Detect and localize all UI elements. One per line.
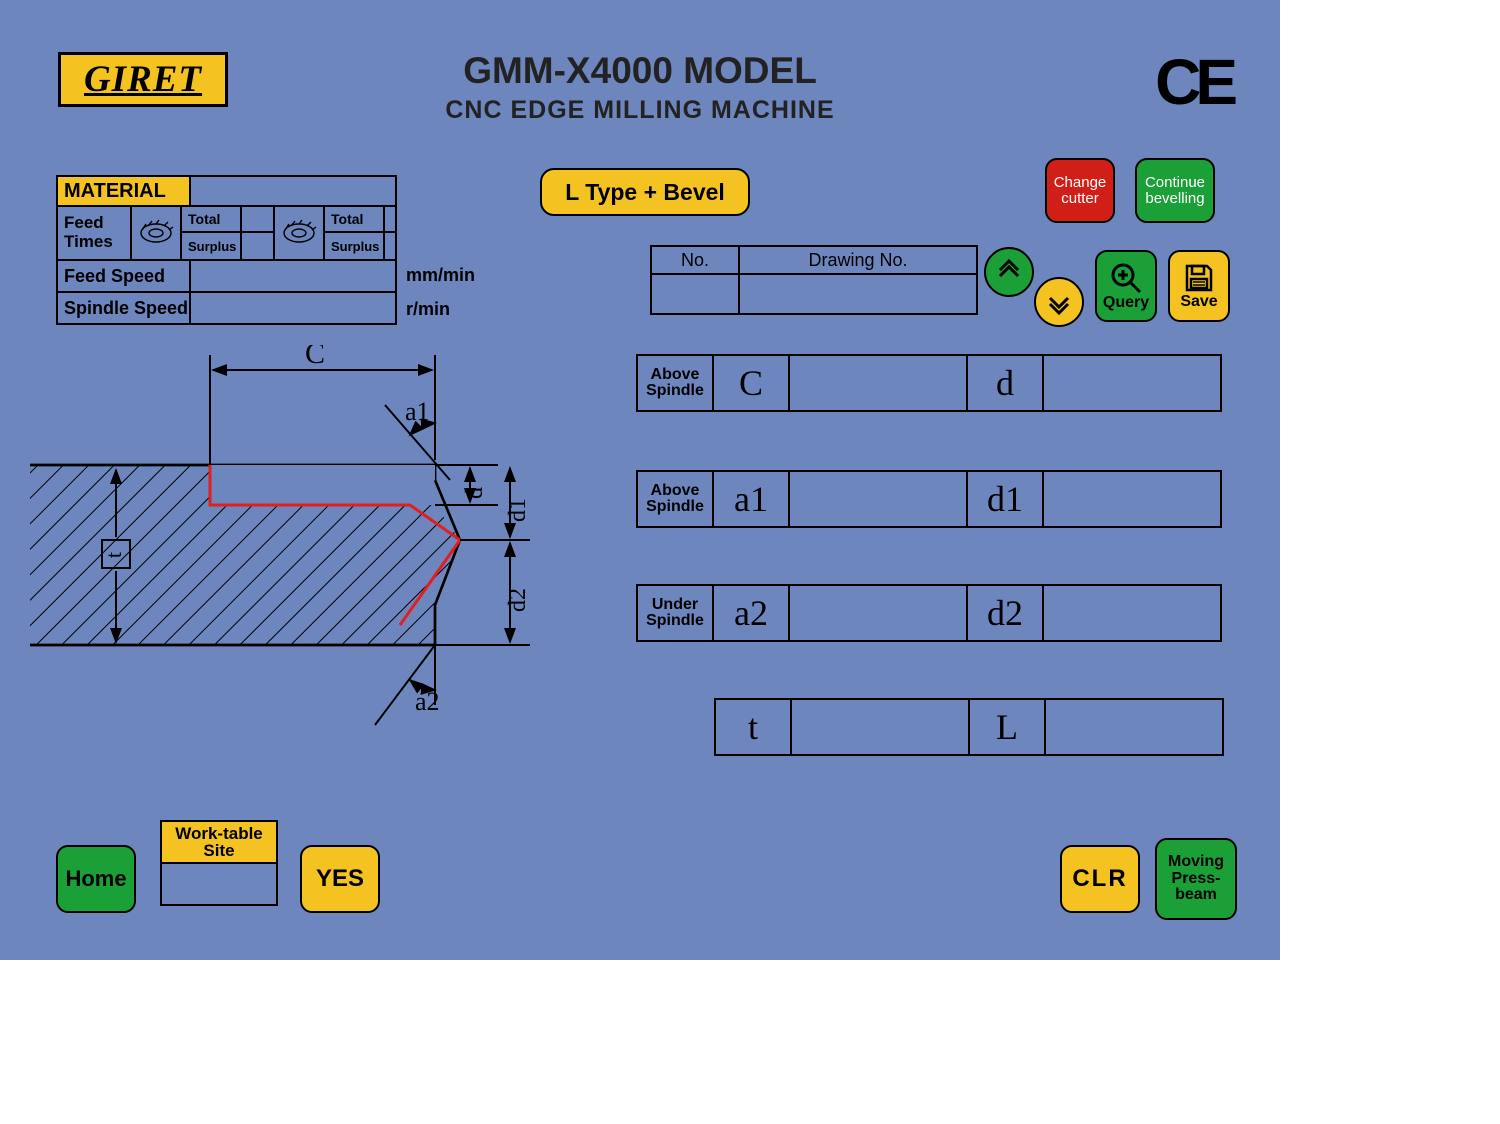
param-C-value[interactable] xyxy=(788,354,968,412)
model-title: GMM-X4000 MODEL xyxy=(370,50,910,92)
param-row-2-label: Under Spindle xyxy=(636,584,714,642)
param-d-value[interactable] xyxy=(1042,354,1222,412)
save-label: Save xyxy=(1180,294,1217,311)
param-L-label: L xyxy=(968,698,1046,756)
clr-button[interactable]: CLR xyxy=(1060,845,1140,913)
mode-indicator[interactable]: L Type + Bevel xyxy=(540,168,750,216)
param-d1-label: d1 xyxy=(966,470,1044,528)
spindle-speed-unit: r/min xyxy=(406,299,450,320)
feed-speed-unit: mm/min xyxy=(406,265,475,286)
svg-text:C: C xyxy=(305,345,325,370)
no-header: No. xyxy=(650,245,740,275)
svg-text:d1: d1 xyxy=(505,498,531,522)
bevel-diagram: C a1 t d d1 d xyxy=(30,345,550,765)
total-label-1: Total xyxy=(180,205,242,233)
change-cutter-button[interactable]: Change cutter xyxy=(1045,158,1115,223)
cutter-icon-1 xyxy=(130,205,182,261)
param-a2-label: a2 xyxy=(712,584,790,642)
query-label: Query xyxy=(1103,295,1149,312)
param-t-label: t xyxy=(714,698,792,756)
work-table-site-group: Work-table Site xyxy=(160,820,278,906)
material-header-blank xyxy=(189,175,397,207)
feed-speed-value[interactable] xyxy=(189,259,397,293)
svg-text:t: t xyxy=(101,552,126,558)
home-button[interactable]: Home xyxy=(56,845,136,913)
total-value-2 xyxy=(383,205,397,233)
query-button[interactable]: Query xyxy=(1095,250,1157,322)
save-button[interactable]: Save xyxy=(1168,250,1230,322)
scroll-down-button[interactable] xyxy=(1034,277,1084,327)
param-C-label: C xyxy=(712,354,790,412)
feed-speed-label: Feed Speed xyxy=(56,259,191,293)
cutter-icon-2 xyxy=(273,205,325,261)
param-d1-value[interactable] xyxy=(1042,470,1222,528)
param-d2-label: d2 xyxy=(966,584,1044,642)
surplus-value-2 xyxy=(383,231,397,261)
param-a1-label: a1 xyxy=(712,470,790,528)
chevron-up-icon xyxy=(995,258,1023,286)
spindle-speed-value[interactable] xyxy=(189,291,397,325)
magnify-plus-icon xyxy=(1109,261,1143,295)
param-d2-value[interactable] xyxy=(1042,584,1222,642)
yes-button[interactable]: YES xyxy=(300,845,380,913)
moving-press-beam-button[interactable]: Moving Press- beam xyxy=(1155,838,1237,920)
param-a1-value[interactable] xyxy=(788,470,968,528)
brand-logo: GIRET xyxy=(58,52,228,107)
svg-text:a1: a1 xyxy=(405,397,430,426)
total-value-1 xyxy=(240,205,275,233)
drawing-no-value[interactable] xyxy=(738,273,978,315)
feed-times-label: Feed Times xyxy=(56,205,132,261)
param-row-0-label: Above Spindle xyxy=(636,354,714,412)
total-label-2: Total xyxy=(323,205,385,233)
param-d-label: d xyxy=(966,354,1044,412)
spindle-speed-label: Spindle Speed xyxy=(56,291,191,325)
svg-text:d: d xyxy=(462,487,488,499)
surplus-label-2: Surplus xyxy=(323,231,385,261)
ce-mark: CE xyxy=(1155,45,1232,119)
surplus-value-1 xyxy=(240,231,275,261)
work-table-site-value[interactable] xyxy=(160,862,278,906)
param-row-1-label: Above Spindle xyxy=(636,470,714,528)
no-value[interactable] xyxy=(650,273,740,315)
chevron-down-icon xyxy=(1045,288,1073,316)
param-a2-value[interactable] xyxy=(788,584,968,642)
work-table-site-label: Work-table Site xyxy=(160,820,278,864)
material-header: MATERIAL xyxy=(56,175,191,207)
surplus-label-1: Surplus xyxy=(180,231,242,261)
svg-text:d2: d2 xyxy=(505,588,531,612)
param-L-value[interactable] xyxy=(1044,698,1224,756)
floppy-disk-icon xyxy=(1183,262,1215,294)
drawing-no-header: Drawing No. xyxy=(738,245,978,275)
param-t-value[interactable] xyxy=(790,698,970,756)
machine-subtitle: CNC EDGE MILLING MACHINE xyxy=(370,96,910,125)
continue-bevelling-button[interactable]: Continue bevelling xyxy=(1135,158,1215,223)
scroll-up-button[interactable] xyxy=(984,247,1034,297)
